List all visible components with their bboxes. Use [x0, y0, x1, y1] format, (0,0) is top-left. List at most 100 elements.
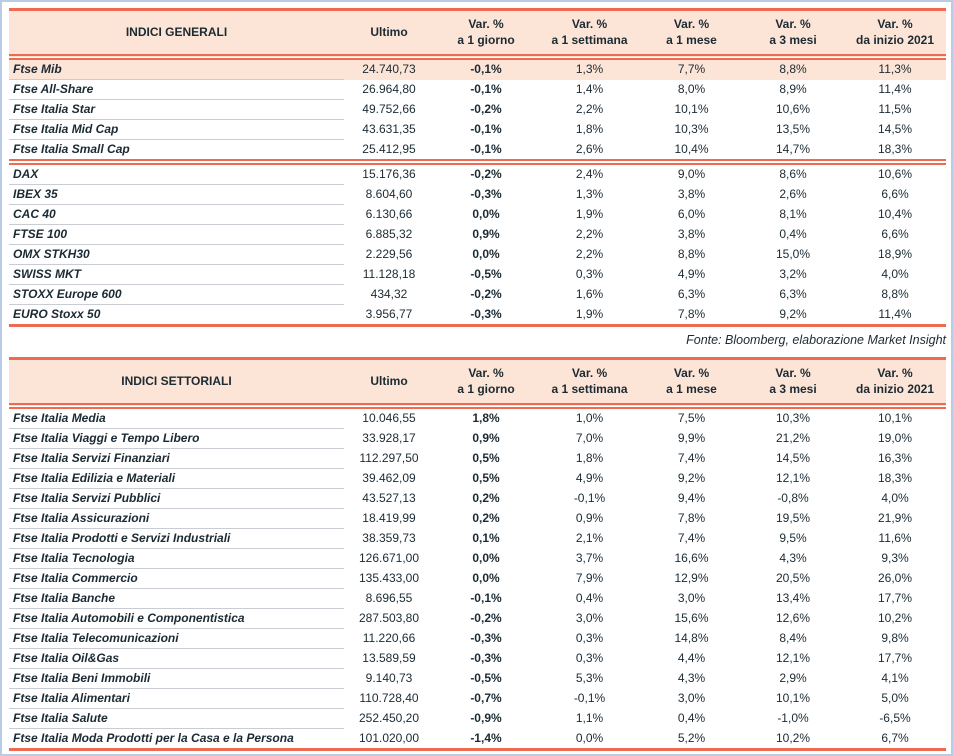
- value-var: 10,6%: [775, 102, 811, 116]
- index-name: Ftse Italia Media: [9, 406, 344, 429]
- value-var: 9,9%: [677, 431, 706, 445]
- value-var: 8,8%: [742, 57, 844, 80]
- value-var: -0,2%: [470, 102, 502, 116]
- value-var: 18,3%: [844, 139, 946, 165]
- table-row: FTSE 100 6.885,32 0,9% 2,2% 3,8% 0,4% 6,6%: [9, 224, 946, 245]
- column-header: Ultimo: [344, 9, 434, 60]
- column-header: Var. % a 1 settimana: [538, 358, 641, 409]
- value-var: 9,4%: [677, 491, 706, 505]
- table-row: Ftse Italia Prodotti e Servizi Industria…: [9, 528, 946, 549]
- column-header-line1: Var. %: [673, 17, 710, 31]
- value-var: 6,3%: [779, 287, 807, 301]
- index-name: Ftse Italia Moda Prodotti per la Casa e …: [13, 731, 294, 745]
- column-header-line2: da inizio 2021: [855, 382, 935, 396]
- value-var: 10,1%: [877, 411, 913, 426]
- value-var: 8,8%: [881, 287, 909, 301]
- column-header-line1: Var. %: [673, 366, 710, 380]
- table-row: IBEX 35 8.604,60 -0,3% 1,3% 3,8% 2,6% 6,6%: [9, 184, 946, 205]
- value-var: 6,7%: [881, 730, 909, 745]
- value-var: 3,8%: [677, 187, 706, 201]
- value-var: -0,2%: [470, 611, 502, 625]
- value-var: 13,5%: [775, 122, 811, 136]
- value-var: -0,1%: [470, 122, 502, 136]
- value-ultimo: 38.359,73: [362, 531, 416, 545]
- value-ultimo: 8.604,60: [365, 187, 413, 201]
- table-row: Ftse Italia Salute 252.450,20 -0,9% 1,1% 0,4…: [9, 708, 946, 729]
- value-var: 11,4%: [878, 306, 912, 321]
- value-var: 0,0%: [575, 730, 604, 745]
- value-ultimo: 13.589,59: [362, 651, 416, 665]
- value-var: 7,8%: [677, 306, 706, 321]
- value-var: 7,4%: [677, 531, 706, 545]
- value-var: 11,3%: [844, 57, 946, 80]
- value-var: 2,2%: [575, 247, 604, 261]
- value-var: 2,2%: [575, 102, 604, 116]
- column-header: Var. % a 1 settimana: [538, 9, 641, 60]
- value-var: -0,3%: [470, 631, 502, 645]
- value-var: 12,6%: [775, 611, 811, 625]
- value-var: 10,6%: [877, 167, 913, 182]
- index-name: Ftse Italia Telecomunicazioni: [9, 628, 344, 649]
- value-var: -0,2%: [470, 167, 502, 182]
- value-var: 7,8%: [677, 511, 706, 525]
- index-name: Ftse Italia Assicurazioni: [9, 508, 344, 529]
- table-row: CAC 40 6.130,66 0,0% 1,9% 6,0% 8,1% 10,4%: [9, 204, 946, 225]
- value-var: 8,9%: [779, 82, 807, 96]
- value-var: 10,3%: [674, 122, 709, 136]
- value-var: 0,3%: [575, 631, 604, 645]
- value-ultimo: 3.956,77: [365, 306, 413, 321]
- value-var: 0,2%: [472, 491, 500, 505]
- value-var: -0,1%: [434, 139, 538, 165]
- value-var: 7,7%: [641, 57, 742, 80]
- value-ultimo: 101.020,00: [358, 730, 420, 745]
- table-row: SWISS MKT 11.128,18 -0,5% 0,3% 4,9% 3,2% 4,0%: [9, 264, 946, 285]
- value-var: 2,1%: [575, 531, 604, 545]
- table-header: INDICI SETTORIALI Ultimo Var. % a 1 giorno V…: [9, 358, 946, 409]
- table-title: INDICI GENERALI: [9, 9, 344, 60]
- value-var: 1,9%: [575, 306, 604, 321]
- value-var: 10,3%: [775, 411, 811, 426]
- value-var: 0,0%: [472, 207, 500, 221]
- value-var: 7,4%: [677, 451, 706, 465]
- value-var: 5,3%: [575, 671, 604, 685]
- value-var: -1,0%: [777, 711, 809, 725]
- value-var: 8,4%: [779, 631, 807, 645]
- index-name: STOXX Europe 600: [9, 284, 344, 305]
- value-var: 4,3%: [779, 551, 807, 565]
- column-header-line1: Var. %: [468, 17, 504, 31]
- column-header-line1: Ultimo: [370, 374, 408, 388]
- value-var: 0,0%: [472, 571, 500, 585]
- value-var: 8,0%: [677, 82, 706, 96]
- value-var: 0,9%: [472, 431, 500, 445]
- value-ultimo: 18.419,99: [362, 511, 416, 525]
- value-var: -0,7%: [470, 691, 502, 705]
- value-ultimo: 24.740,73: [344, 57, 434, 80]
- value-var: 10,2%: [877, 611, 913, 625]
- value-var: 9,3%: [881, 551, 909, 565]
- column-header: Var. % da inizio 2021: [844, 358, 946, 409]
- table-title: INDICI SETTORIALI: [9, 358, 344, 409]
- table-row: STOXX Europe 600 434,32 -0,2% 1,6% 6,3% 6,3% 8…: [9, 284, 946, 305]
- column-header-line2: a 3 mesi: [769, 382, 817, 396]
- value-var: -0,1%: [470, 82, 502, 96]
- column-header: Var. % a 3 mesi: [742, 358, 844, 409]
- value-var: 11,5%: [878, 102, 912, 116]
- value-var: -0,5%: [470, 671, 502, 685]
- value-ultimo: 112.297,50: [359, 451, 419, 465]
- value-var: 4,9%: [575, 471, 604, 485]
- value-var: 18,3%: [877, 471, 913, 485]
- column-header-line1: Var. %: [775, 366, 811, 380]
- value-var: 3,7%: [575, 551, 604, 565]
- value-var: 4,3%: [677, 671, 706, 685]
- value-var: -0,3%: [470, 651, 502, 665]
- value-var: -0,1%: [573, 691, 606, 705]
- value-var: 0,3%: [575, 267, 604, 281]
- indici-generali-section: INDICI GENERALI Ultimo Var. % a 1 giorno Var…: [9, 8, 946, 348]
- table-row: Ftse Italia Assicurazioni 18.419,99 0,2% 0,…: [9, 508, 946, 529]
- table-row: Ftse Italia Oil&Gas 13.589,59 -0,3% 0,3% 4,4…: [9, 648, 946, 669]
- value-var: 3,0%: [677, 591, 706, 605]
- value-var: 4,4%: [677, 651, 706, 665]
- indici-settoriali-table: INDICI SETTORIALI Ultimo Var. % a 1 giorno V…: [9, 357, 946, 751]
- value-var: 7,0%: [575, 431, 604, 445]
